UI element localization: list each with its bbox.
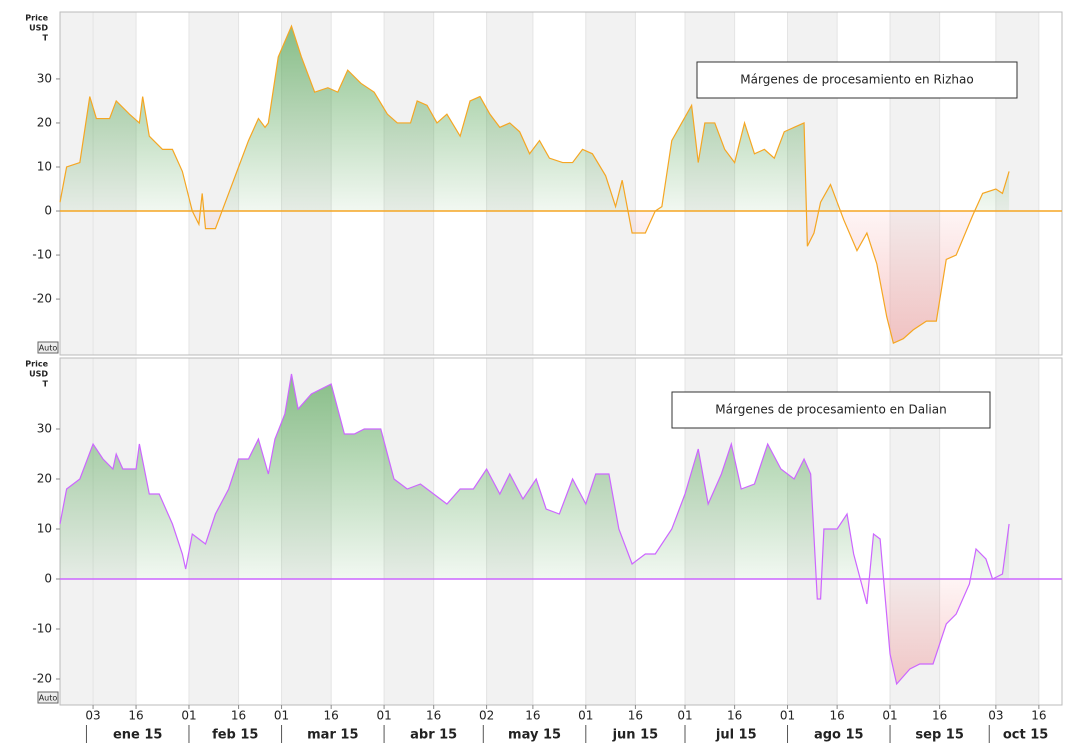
x-tick-label: 16 <box>1031 709 1046 723</box>
y-tick-label: -20 <box>32 672 52 686</box>
background-stripe <box>995 358 1039 705</box>
area-positive <box>60 374 1010 579</box>
x-tick-label: 16 <box>128 709 143 723</box>
y-tick-label: 0 <box>44 204 52 218</box>
y-tick-label: 30 <box>37 422 52 436</box>
plot-frame <box>59 11 1063 356</box>
y-tick-label: -20 <box>32 292 52 306</box>
x-tick-label: 03 <box>85 709 100 723</box>
y-tick-label: -10 <box>32 622 52 636</box>
y-axis-label: Price <box>25 14 48 23</box>
y-axis-label: Price <box>25 360 48 369</box>
x-tick-label: 01 <box>578 709 593 723</box>
auto-button[interactable] <box>37 341 59 354</box>
y-tick-label: 0 <box>44 572 52 586</box>
x-tick-label: 01 <box>376 709 391 723</box>
month-label: oct 15 <box>1003 728 1048 743</box>
x-tick-label: 03 <box>988 709 1003 723</box>
month-label: ago 15 <box>814 728 864 743</box>
x-tick-label: 02 <box>479 709 494 723</box>
y-tick-label: -10 <box>32 248 52 262</box>
area-negative <box>192 211 975 344</box>
x-tick-label: 01 <box>274 709 289 723</box>
area-positive <box>60 26 1010 212</box>
y-tick-label: 30 <box>37 71 52 85</box>
y-tick-label: 10 <box>37 522 52 536</box>
y-tick-label: 20 <box>37 115 52 129</box>
title-box <box>671 391 991 429</box>
x-tick-label: 16 <box>324 709 339 723</box>
auto-button[interactable] <box>37 691 59 704</box>
x-tick-label: 16 <box>829 709 844 723</box>
x-tick-label: 16 <box>426 709 441 723</box>
y-axis-label: USD <box>29 370 48 379</box>
y-tick-label: 10 <box>37 159 52 173</box>
month-label: jul 15 <box>715 728 757 743</box>
y-tick-label: 20 <box>37 472 52 486</box>
x-tick-label: 16 <box>525 709 540 723</box>
month-label: feb 15 <box>212 728 258 743</box>
x-tick-label: 01 <box>882 709 897 723</box>
chart-title: Márgenes de procesamiento en Rizhao <box>740 73 973 87</box>
auto-button-label[interactable]: Auto <box>39 694 58 703</box>
title-box <box>696 61 1018 99</box>
month-label: sep 15 <box>915 728 963 743</box>
x-tick-label: 16 <box>932 709 947 723</box>
area-negative <box>60 579 1010 684</box>
x-tick-label: 01 <box>677 709 692 723</box>
y-axis-label: T <box>43 34 49 43</box>
x-tick-label: 01 <box>181 709 196 723</box>
x-tick-label: 16 <box>231 709 246 723</box>
month-label: mar 15 <box>307 728 358 743</box>
x-tick-label: 16 <box>727 709 742 723</box>
series-line <box>59 373 1010 686</box>
auto-button-label[interactable]: Auto <box>39 344 58 353</box>
y-axis-label: USD <box>29 24 48 33</box>
x-tick-label: 16 <box>628 709 643 723</box>
chart-title: Márgenes de procesamiento en Dalian <box>715 403 946 417</box>
x-tick-label: 01 <box>780 709 795 723</box>
background-stripe <box>188 12 239 355</box>
month-label: ene 15 <box>113 728 163 743</box>
series-line <box>59 24 1010 344</box>
y-axis-label: T <box>43 380 49 389</box>
month-label: may 15 <box>508 728 561 743</box>
month-label: jun 15 <box>612 728 659 743</box>
month-label: abr 15 <box>410 728 457 743</box>
